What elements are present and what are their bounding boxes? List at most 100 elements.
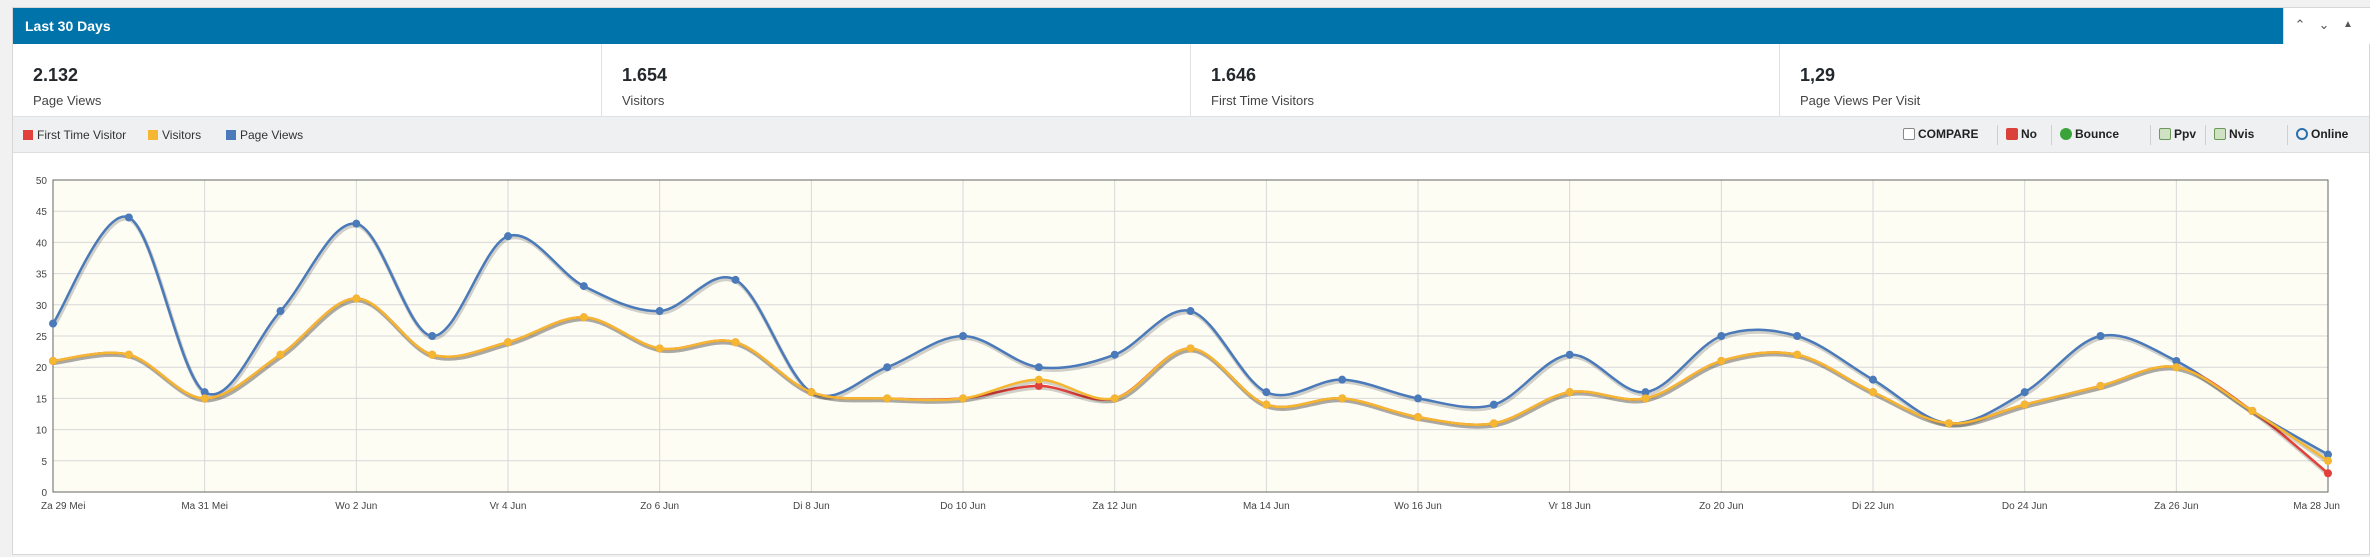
data-point-visitors (49, 356, 57, 365)
data-point-page-views (731, 275, 740, 284)
y-tick-label: 10 (36, 426, 48, 437)
data-point-page-views (49, 319, 57, 328)
online-label: Online (2311, 127, 2349, 141)
data-point-visitors (276, 350, 285, 359)
legend-visitors[interactable]: Visitors (148, 128, 201, 142)
bounce-icon (2060, 128, 2072, 140)
line-chart: 0 5 10 15 20 25 30 35 40 45 50 Za 29 Mei Ma 31 Mei Wo… (36, 176, 2340, 512)
x-tick-label: Di 8 Jun (793, 501, 830, 512)
data-point-visitors (1110, 394, 1119, 403)
compare-icon (1903, 128, 1915, 140)
data-point-visitors (2248, 406, 2257, 415)
dashboard-widget: Last 30 Days ⌃ ⌄ ▲ 2.132 Page Views 1.65… (12, 7, 2370, 555)
data-point-visitors (2172, 363, 2181, 372)
data-point-page-views (1565, 350, 1574, 359)
nvis-button[interactable]: Nvis (2214, 127, 2254, 143)
nvis-icon (2214, 128, 2226, 140)
stat-value: 2.132 (33, 65, 79, 85)
compare-label: COMPARE (1918, 127, 1979, 141)
ppv-label: Ppv (2174, 127, 2197, 141)
legend-label: Page Views (240, 128, 304, 142)
stat-label: First Time Visitors (1211, 93, 1315, 108)
data-point-visitors (2096, 381, 2105, 390)
toolbar-divider (2150, 125, 2151, 145)
data-point-visitors (2324, 456, 2332, 465)
data-point-page-views (1034, 363, 1043, 372)
stat-label: Page Views Per Visit (1800, 93, 1921, 108)
data-point-page-views (1641, 388, 1650, 397)
nvis-label: Nvis (2229, 127, 2255, 141)
data-point-visitors (1489, 419, 1498, 428)
stat-label: Visitors (622, 93, 665, 108)
stat-value: 1.646 (1211, 65, 1257, 85)
bounce-button[interactable]: Bounce (2060, 127, 2119, 143)
data-point-page-views (1262, 388, 1271, 397)
data-point-visitors (959, 394, 967, 403)
y-tick-label: 0 (41, 488, 47, 499)
toolbar-divider (1997, 125, 1998, 145)
x-tick-label: Do 24 Jun (2002, 501, 2048, 512)
x-tick-label: Ma 28 Jun (2293, 501, 2340, 512)
chart-toolbar: First Time Visitor Visitors Page Views C… (13, 117, 2369, 153)
data-point-visitors (883, 394, 892, 403)
series-line-page-views (51, 215, 2329, 456)
compare-button[interactable]: COMPARE (1903, 127, 1978, 143)
stat-value: 1.654 (622, 65, 668, 85)
widget-header: Last 30 Days (13, 8, 2283, 44)
x-tick-label: Ma 31 Mei (181, 501, 228, 512)
y-tick-label: 45 (36, 207, 48, 218)
data-point-visitors (731, 338, 740, 347)
legend-swatch (148, 130, 158, 140)
data-point-visitors (1793, 350, 1802, 359)
data-point-page-views (200, 388, 209, 397)
data-point-page-views (883, 363, 892, 372)
x-tick-label: Di 22 Jun (1852, 501, 1894, 512)
data-point-page-views (2020, 388, 2029, 397)
data-point-page-views (276, 307, 285, 316)
data-point-visitors (655, 344, 664, 353)
legend-page-views[interactable]: Page Views (226, 128, 303, 142)
chevron-down-icon[interactable]: ⌄ (2318, 17, 2330, 32)
legend-swatch (226, 130, 236, 140)
online-button[interactable]: Online (2296, 127, 2348, 143)
y-tick-label: 40 (36, 238, 48, 249)
data-point-visitors (352, 294, 361, 303)
plot-border (52, 179, 2329, 493)
y-tick-label: 30 (36, 301, 48, 312)
data-point-visitors (504, 338, 512, 347)
stat-visitors: 1.654 Visitors (602, 44, 1191, 116)
x-tick-label: Wo 2 Jun (335, 501, 377, 512)
no-icon (2006, 128, 2018, 140)
legend-label: First Time Visitor (37, 128, 127, 142)
widget-controls: ⌃ ⌄ ▲ (2283, 8, 2370, 44)
y-tick-label: 20 (36, 363, 48, 374)
x-tick-label: Zo 6 Jun (640, 501, 679, 512)
data-point-page-views (2096, 332, 2105, 340)
x-tick-label: Do 10 Jun (940, 501, 986, 512)
data-point-visitors (1717, 356, 1726, 365)
no-button[interactable]: No (2006, 127, 2037, 143)
ppv-button[interactable]: Ppv (2159, 127, 2196, 143)
collapse-triangle-icon[interactable]: ▲ (2343, 19, 2353, 30)
online-icon (2296, 128, 2308, 140)
data-point-page-views (959, 332, 967, 340)
chevron-up-icon[interactable]: ⌃ (2294, 17, 2306, 32)
y-tick-label: 25 (36, 332, 48, 343)
stat-page-views-per-visit: 1,29 Page Views Per Visit (1780, 44, 2370, 116)
data-point-page-views (1869, 375, 1877, 384)
x-tick-label: Za 29 Mei (41, 501, 85, 512)
bounce-label: Bounce (2075, 127, 2120, 141)
data-point-page-views (1793, 332, 1802, 340)
y-tick-label: 15 (36, 394, 48, 405)
legend-first-time-visitor[interactable]: First Time Visitor (23, 128, 126, 142)
x-tick-label: Ma 14 Jun (1243, 501, 1290, 512)
toolbar-divider (2287, 125, 2288, 145)
data-point-page-views (124, 213, 133, 222)
data-point-visitors (1641, 394, 1650, 403)
data-point-visitors (124, 350, 133, 359)
data-point-page-views (1414, 394, 1422, 403)
stat-value: 1,29 (1800, 65, 1836, 85)
data-point-page-views (1489, 400, 1498, 409)
data-point-visitors (1565, 388, 1574, 397)
data-point-page-views (1110, 350, 1119, 359)
